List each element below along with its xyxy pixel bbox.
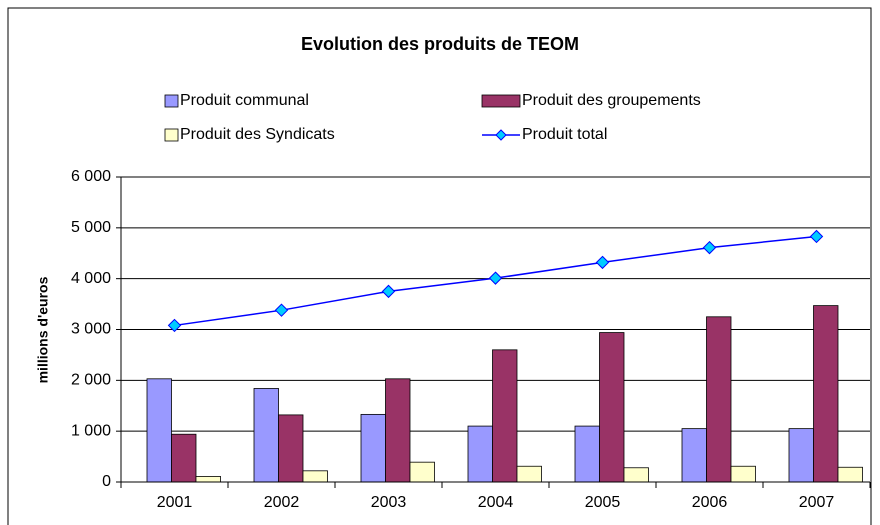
x-tick-label: 2007: [799, 494, 835, 511]
x-tick-label: 2005: [585, 494, 621, 511]
y-tick-label: 0: [102, 473, 111, 490]
legend-label: Produit des groupements: [522, 92, 701, 109]
bar: [409, 461, 435, 483]
y-tick-label: 4 000: [71, 270, 111, 287]
bar: [706, 316, 732, 483]
marker: [274, 303, 289, 317]
marker: [381, 284, 396, 299]
chart-frame: [7, 7, 872, 525]
chart-title: Evolution des produits de TEOM: [301, 34, 579, 54]
y-tick-label: 1 000: [71, 422, 111, 439]
y-tick-label: 5 000: [71, 219, 111, 236]
bar: [385, 378, 411, 483]
bar: [360, 413, 386, 483]
y-tick-label: 2 000: [71, 372, 111, 389]
y-tick-label: 3 000: [71, 321, 111, 338]
bar: [302, 470, 328, 483]
marker: [809, 229, 824, 244]
bar: [467, 425, 493, 483]
marker: [488, 271, 503, 285]
bar: [253, 388, 279, 483]
bar: [574, 425, 600, 483]
y-tick-label: 6 000: [71, 168, 111, 185]
bar: [278, 414, 304, 483]
marker: [702, 240, 717, 255]
legend-swatch: [481, 94, 521, 108]
marker: [595, 255, 610, 270]
y-axis-label: millions d'euros: [35, 276, 51, 383]
bar: [171, 433, 197, 483]
x-tick-label: 2006: [692, 494, 728, 511]
bar: [599, 332, 625, 483]
legend-swatch: [164, 94, 179, 108]
bar: [492, 349, 518, 483]
legend-marker: [495, 129, 507, 141]
legend-label: Produit des Syndicats: [180, 126, 335, 143]
bar: [623, 467, 649, 483]
x-tick-label: 2004: [478, 494, 514, 511]
legend-label: Produit communal: [180, 92, 309, 109]
bar: [730, 465, 756, 483]
marker: [167, 318, 182, 333]
legend-label: Produit total: [522, 126, 607, 143]
bar: [146, 378, 172, 483]
bar: [788, 428, 814, 483]
legend-swatch: [164, 128, 179, 142]
x-tick-label: 2003: [371, 494, 407, 511]
bar: [195, 476, 221, 483]
x-tick-label: 2001: [157, 494, 193, 511]
bar: [681, 428, 707, 483]
x-tick-label: 2002: [264, 494, 300, 511]
bar: [837, 466, 863, 483]
bar: [813, 305, 839, 483]
bar: [516, 465, 542, 483]
